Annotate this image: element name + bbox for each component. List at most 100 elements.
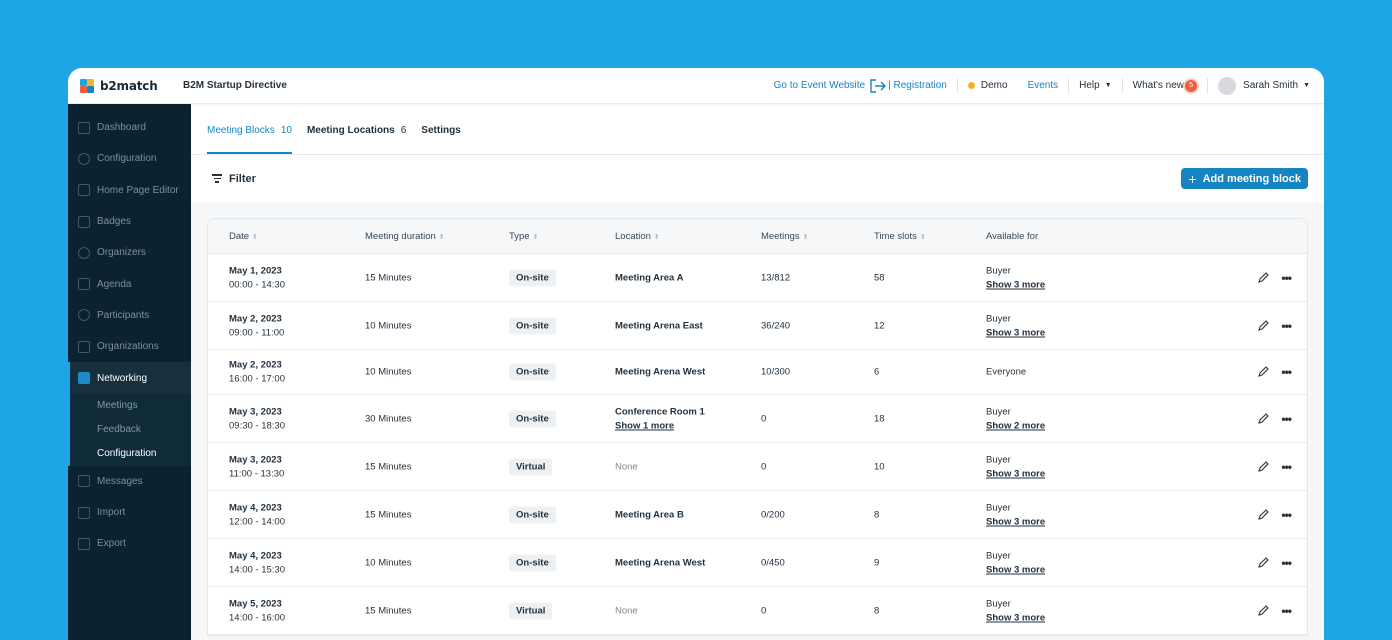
tab-meeting-locations[interactable]: Meeting Locations 6 [306,125,407,136]
more-options-icon[interactable]: ••• [1281,555,1292,570]
time-slots-cell: 10 [874,461,885,472]
login-icon [78,215,90,228]
edit-pencil-icon[interactable] [1257,319,1269,332]
calendar-icon [78,278,90,291]
sidebar-item-configuration[interactable]: Configuration [68,143,191,174]
location-name: Meeting Arena West [615,557,706,568]
location-cell: Meeting Arena East [615,320,703,331]
table-row[interactable]: May 1, 2023 00:00 - 14:30 15 Minutes On-sit… [208,254,1307,302]
edit-pencil-icon[interactable] [1257,412,1269,425]
edit-pencil-icon[interactable] [1257,366,1269,378]
edit-pencil-icon[interactable] [1257,271,1269,284]
users-icon [78,246,90,259]
type-badge: On-site [509,506,556,523]
show-more-available-link[interactable]: Show 2 more [986,420,1046,431]
date-cell: May 4, 2023 14:00 - 15:30 [229,550,285,575]
table-row[interactable]: May 3, 2023 09:30 - 18:30 30 Minutes On-sit… [208,395,1307,443]
column-header-available-for: Available for [986,230,1039,242]
sidebar-item-export[interactable]: Export [68,528,191,559]
show-more-locations-link[interactable]: Show 1 more [615,420,675,431]
filter-button[interactable]: Filter [212,172,256,185]
sidebar-item-agenda[interactable]: Agenda [68,268,191,299]
more-options-icon[interactable]: ••• [1281,318,1292,333]
help-menu[interactable]: Help ▼ [1079,80,1112,91]
date-cell: May 3, 2023 09:30 - 18:30 [229,406,285,431]
meetings-cell: 13/812 [761,272,791,283]
table-row[interactable]: May 4, 2023 14:00 - 15:30 10 Minutes On-sit… [208,539,1307,587]
available-for-value: Buyer [986,598,1011,609]
more-options-icon[interactable]: ••• [1281,507,1292,522]
location-name: Meeting Area A [615,272,684,283]
column-header-location[interactable]: Location ⬍ [615,230,660,242]
edit-pencil-icon[interactable] [1257,604,1269,617]
meetings-cell: 0 [761,461,767,472]
plus-icon: + [1188,170,1197,187]
show-more-available-link[interactable]: Show 3 more [986,327,1046,338]
sidebar-item-messages[interactable]: Messages [68,466,191,497]
notification-badge: 5 [1185,79,1198,92]
location-name: Meeting Arena East [615,320,703,331]
more-options-icon[interactable]: ••• [1281,365,1292,379]
location-cell: Meeting Area A [615,272,683,283]
show-more-available-link[interactable]: Show 3 more [986,468,1046,479]
meetings-cell: 0 [761,413,767,424]
show-more-available-link[interactable]: Show 3 more [986,516,1046,527]
table-row[interactable]: May 3, 2023 11:00 - 13:30 15 Minutes Virtua… [208,443,1307,491]
more-options-icon[interactable]: ••• [1281,270,1292,285]
available-for-cell: Everyone [986,367,1026,378]
events-link[interactable]: Events [1027,80,1059,91]
show-more-available-link[interactable]: Show 3 more [986,279,1046,290]
sidebar-item-badges[interactable]: Badges [68,206,191,237]
available-for-value: Buyer [986,502,1011,513]
show-more-available-link[interactable]: Show 3 more [986,612,1046,623]
sidebar-subitem-configuration[interactable]: Configuration [97,447,157,459]
user-menu[interactable]: Sarah Smith ▼ [1208,68,1324,103]
column-header-time-slots[interactable]: Time slots ⬍ [874,230,926,242]
location-name: Meeting Area B [615,509,684,520]
more-options-icon[interactable]: ••• [1281,459,1292,474]
meeting-blocks-table: Date ⬍ Meeting duration ⬍ Type ⬍ Location ⬍ … [207,218,1308,636]
more-options-icon[interactable]: ••• [1281,603,1292,618]
tab-meeting-blocks[interactable]: Meeting Blocks 10 [207,125,292,154]
location-cell: Meeting Arena West [615,557,705,568]
available-for-cell: Buyer Show 3 more [986,550,1045,575]
sidebar-item-organizers[interactable]: Organizers [68,237,191,268]
table-row[interactable]: May 2, 2023 16:00 - 17:00 10 Minutes On-sit… [208,350,1307,395]
table-row[interactable]: May 4, 2023 12:00 - 14:00 15 Minutes On-sit… [208,491,1307,539]
registration-link[interactable]: | Registration [888,80,947,91]
show-more-available-link[interactable]: Show 3 more [986,564,1046,575]
sidebar-item-organizations[interactable]: Organizations [68,331,191,362]
type-badge: Virtual [509,602,553,619]
column-header-type[interactable]: Type ⬍ [509,230,539,242]
sidebar-item-participants[interactable]: Participants [68,300,191,331]
table-row[interactable]: May 2, 2023 09:00 - 11:00 10 Minutes On-sit… [208,302,1307,350]
sidebar-item-import[interactable]: Import [68,497,191,528]
whats-new-button[interactable]: What's new 5 [1123,68,1207,103]
edit-pencil-icon[interactable] [1257,460,1269,473]
available-for-value: Buyer [986,406,1011,417]
avatar [1218,76,1237,95]
sidebar-subitem-meetings[interactable]: Meetings [97,399,138,411]
go-to-website-link[interactable]: Go to Event Website | Registration [773,78,947,93]
available-for-value: Everyone [986,366,1027,378]
column-header-meetings[interactable]: Meetings ⬍ [761,230,809,242]
edit-pencil-icon[interactable] [1257,508,1269,521]
more-options-icon[interactable]: ••• [1281,411,1292,426]
sidebar-item-home-page-editor[interactable]: Home Page Editor [68,175,191,206]
edit-pencil-icon[interactable] [1257,556,1269,569]
tab-settings[interactable]: Settings [421,125,461,136]
logo[interactable]: b2match [80,78,183,93]
demo-status[interactable]: Demo [958,68,1018,103]
add-meeting-block-button[interactable]: + Add meeting block [1181,168,1308,189]
column-header-duration[interactable]: Meeting duration ⬍ [365,230,445,242]
type-cell: On-site [509,554,556,571]
available-for-cell: Buyer Show 3 more [986,265,1045,290]
column-header-date[interactable]: Date ⬍ [229,230,258,242]
sidebar-item-dashboard[interactable]: Dashboard [68,112,191,143]
duration-cell: 30 Minutes [365,413,412,424]
type-cell: Virtual [509,458,553,475]
sidebar-item-networking[interactable]: Networking [68,362,191,394]
table-row[interactable]: May 5, 2023 14:00 - 16:00 15 Minutes Virtua… [208,587,1307,635]
sidebar-subitem-feedback[interactable]: Feedback [97,423,141,435]
available-for-value: Buyer [986,454,1011,465]
